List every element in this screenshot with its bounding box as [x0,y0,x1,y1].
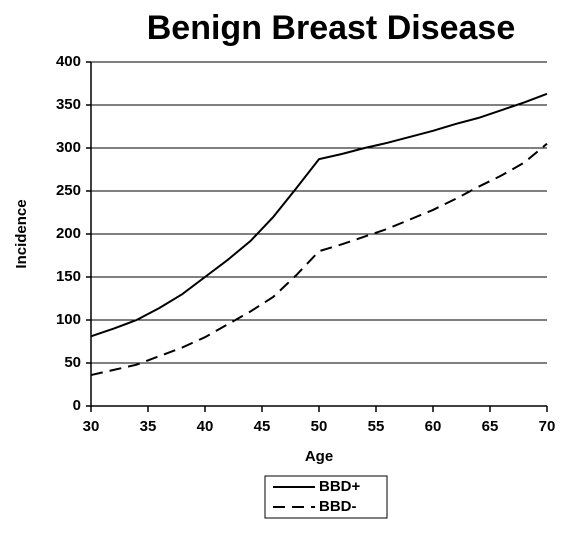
y-tick-label: 350 [56,96,81,113]
x-tick-label: 40 [197,418,214,435]
x-tick-label: 45 [254,418,271,435]
legend-label: BBD+ [319,478,360,495]
line-series [90,92,548,338]
y-tick-label: 200 [56,225,81,242]
y-tick-label: 150 [56,268,81,285]
x-tick-label: 50 [311,418,328,435]
y-tick-label: 0 [73,397,81,414]
y-tick-label: 50 [64,354,81,371]
x-tick-label: 60 [425,418,442,435]
y-tick-label: 300 [56,139,81,156]
x-tick-label: 55 [368,418,385,435]
legend-label: BBD- [319,498,357,515]
x-tick-label: 65 [482,418,499,435]
y-tick-label: 100 [56,311,81,328]
y-axis-label: Incidence [13,199,30,268]
x-tick-label: 70 [539,418,556,435]
x-tick-label: 30 [83,418,100,435]
legend-box [264,475,388,519]
chart-title: Benign Breast Disease [147,9,516,47]
x-axis-label: Age [305,448,333,465]
y-tick-label: 400 [56,53,81,70]
x-tick-label: 35 [140,418,157,435]
y-tick-label: 250 [56,182,81,199]
line-series [90,142,548,377]
